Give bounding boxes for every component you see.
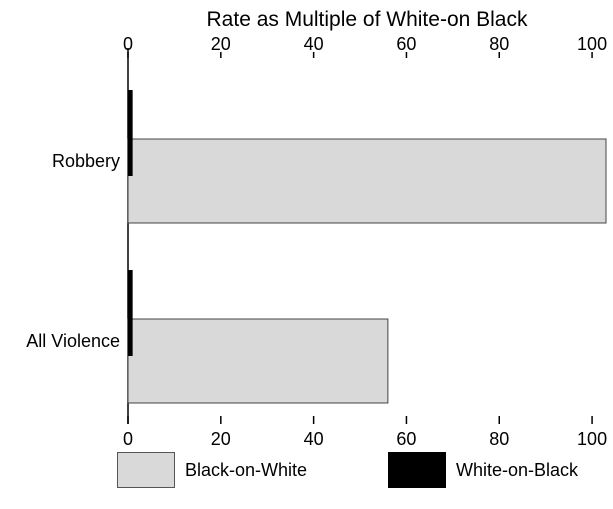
x-tick-label-bottom-0: 0 [123, 429, 133, 449]
bar-white-on-black-all-violence [128, 270, 133, 356]
bar-black-on-white-robbery [127, 138, 607, 224]
x-tick-label-top-40: 40 [304, 34, 324, 54]
x-tick-label-bottom-80: 80 [489, 429, 509, 449]
legend-swatch-black-on-white [117, 452, 175, 488]
legend-item-black-on-white: Black-on-White [117, 452, 307, 488]
category-label-robbery: Robbery [52, 151, 120, 171]
x-tick-label-top-20: 20 [211, 34, 231, 54]
legend-item-white-on-black: White-on-Black [388, 452, 578, 488]
x-tick-label-top-100: 100 [577, 34, 607, 54]
bar-black-on-white-all-violence [127, 318, 389, 404]
chart-title: Rate as Multiple of White-on Black [207, 8, 528, 31]
x-tick-label-bottom-60: 60 [396, 429, 416, 449]
legend-label-black-on-white: Black-on-White [185, 459, 308, 480]
x-tick-label-bottom-100: 100 [577, 429, 607, 449]
category-label-all-violence: All Violence [26, 331, 120, 351]
legend: Black-on-White White-on-Black [0, 452, 613, 492]
legend-swatch-white-on-black [388, 452, 446, 488]
x-tick-label-top-60: 60 [396, 34, 416, 54]
x-tick-label-top-0: 0 [123, 34, 133, 54]
plot-area: 0 0 20 20 40 40 60 60 80 80 100 100 Robbery All Viole… [26, 34, 607, 449]
bar-white-on-black-robbery [128, 90, 133, 176]
legend-label-white-on-black: White-on-Black [456, 459, 579, 480]
x-tick-label-bottom-40: 40 [304, 429, 324, 449]
x-tick-label-bottom-20: 20 [211, 429, 231, 449]
x-tick-label-top-80: 80 [489, 34, 509, 54]
